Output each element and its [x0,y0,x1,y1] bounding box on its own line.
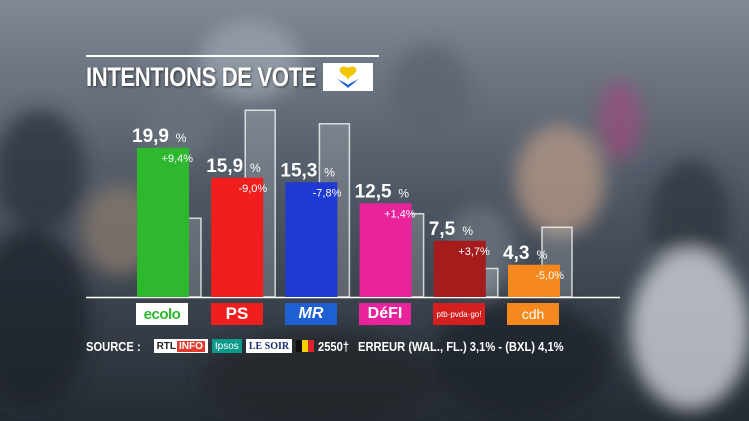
value-label-ecolo: 19,9 [132,126,169,147]
info-logo-text: INFO [177,340,205,352]
change-label-mr: -7,8% [313,187,342,199]
logo-ps-text: PS [225,304,249,323]
value-label-mr: 15,3 [280,160,317,181]
logo-cdh: cdh [507,303,559,325]
source-label: SOURCE : [86,338,141,354]
logo-ecolo: ecolo [136,303,188,325]
rtl-logo-text: RTL [156,340,177,352]
logo-cdh-text: cdh [521,306,545,322]
logo-mr: MR [285,303,337,325]
change-label-ptbpv: +3,7% [458,246,490,258]
bar-mr [285,182,338,297]
percent-sign-ps: % [250,161,261,175]
bar-ps [211,177,264,297]
change-label-dfi: +1,4% [384,208,416,220]
title-rule [86,55,379,57]
belgium-flag-icon [296,340,315,352]
change-label-ecolo: +9,4% [162,153,194,165]
brussels-iris-icon [323,63,373,91]
bar-ptbpv [433,240,486,297]
value-label-ps: 15,9 [206,156,243,177]
logo-ecolo-text: ecolo [143,305,181,323]
percent-sign-cdh: % [537,248,548,262]
chart-title: INTENTIONS DE VOTE [86,62,317,92]
lesoir-logo: LE SOIR [245,339,293,353]
percent-sign-dfi: % [398,186,409,200]
logo-defi: DéFI [359,303,411,325]
logo-defi-text: DéFI [367,305,403,322]
error-margin: ERREUR (WAL., FL.) 3,1% - (BXL) 4,1% [358,338,564,354]
change-label-cdh: -5,0% [535,270,564,282]
logo-ps: PS [211,303,263,325]
rtl-logo: RTL INFO [153,339,208,353]
percent-sign-ptbpv: % [462,224,473,238]
value-label-cdh: 4,3 [503,243,529,264]
sample-size: 2550† [318,338,350,354]
percent-sign-mr: % [324,165,335,179]
bar-cdh [508,264,560,297]
value-label-dfi: 12,5 [355,181,392,202]
source-line: SOURCE : RTL INFO Ipsos LE SOIR 2550† ER… [86,336,597,356]
value-label-ptbpv: 7,5 [429,219,456,240]
logo-ptb: ptb·pvda·go! [433,303,485,325]
bar-ecolo [137,147,189,297]
change-label-ps: -9,0% [238,183,267,195]
bar-dfi [359,203,412,297]
logo-mr-text: MR [298,305,324,322]
percent-sign-ecolo: % [176,131,187,145]
logo-ptb-text: ptb·pvda·go! [436,309,482,319]
ipsos-logo: Ipsos [211,339,242,353]
